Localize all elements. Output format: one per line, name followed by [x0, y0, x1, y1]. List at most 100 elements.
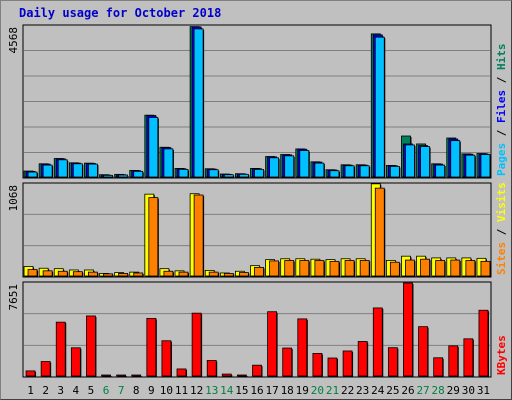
bar-middle-sites-23 [359, 260, 370, 277]
bar-middle-sites-7 [118, 273, 129, 277]
bar-middle-sites-16 [254, 266, 264, 277]
x-tick-label-3: 3 [57, 384, 64, 397]
bar-bottom-kbytes-25 [387, 347, 398, 377]
bar-middle-sites-5 [88, 271, 98, 277]
bar-top-pages-7 [118, 174, 129, 178]
bar-middle-sites-13 [208, 271, 219, 277]
bar-bottom-kbytes-7 [116, 374, 127, 377]
bar-top-pages-8 [133, 170, 144, 178]
x-tick-label-21: 21 [326, 384, 339, 397]
y-max-label-bottom: 7651 [7, 284, 20, 311]
bar-bottom-kbytes-4 [70, 347, 81, 377]
bar-bottom-kbytes-29 [448, 345, 459, 377]
bar-bottom-kbytes-19 [297, 318, 308, 377]
bar-bottom-kbytes-22 [342, 350, 353, 377]
chart-title: Daily usage for October 2018 [19, 6, 222, 20]
x-tick-label-5: 5 [88, 384, 95, 397]
bar-middle-sites-29 [450, 259, 461, 277]
x-tick-label-11: 11 [175, 384, 188, 397]
legend-top: Pages / Files / Hits [495, 44, 508, 177]
bar-middle-sites-2 [42, 270, 53, 277]
bar-middle-sites-14 [223, 273, 234, 277]
bar-bottom-kbytes-2 [40, 361, 51, 377]
bar-middle-sites-24 [374, 187, 385, 277]
bar-middle-sites-27 [420, 258, 430, 277]
bar-top-pages-5 [88, 163, 98, 178]
legend-middle: Sites / Visits [495, 182, 508, 275]
bar-top-pages-18 [284, 155, 295, 178]
bar-bottom-kbytes-18 [282, 347, 293, 377]
bar-middle-sites-28 [435, 260, 446, 277]
bar-top-pages-3 [57, 159, 68, 178]
bar-top-pages-24 [374, 36, 385, 178]
bar-bottom-kbytes-23 [357, 341, 368, 377]
bar-bottom-kbytes-31 [478, 309, 489, 377]
bar-top-pages-10 [163, 148, 174, 178]
x-tick-label-29: 29 [447, 384, 460, 397]
bar-top-pages-22 [344, 165, 355, 178]
bar-middle-sites-18 [284, 260, 295, 277]
bar-bottom-kbytes-28 [433, 357, 444, 377]
bar-top-pages-17 [269, 157, 279, 178]
bar-bottom-kbytes-11 [176, 368, 187, 377]
bar-middle-sites-15 [239, 272, 249, 277]
bar-bottom-kbytes-26 [403, 282, 413, 377]
bar-top-pages-4 [72, 163, 83, 178]
bar-top-pages-26 [405, 144, 415, 178]
bar-middle-sites-3 [57, 270, 68, 277]
bar-middle-sites-30 [465, 260, 476, 277]
bar-top-pages-28 [435, 164, 446, 178]
x-tick-label-14: 14 [220, 384, 234, 397]
bar-top-pages-1 [27, 171, 38, 178]
bar-bottom-kbytes-8 [131, 374, 142, 377]
bar-bottom-kbytes-24 [372, 307, 383, 377]
bar-middle-sites-6 [103, 273, 113, 277]
x-tick-label-27: 27 [416, 384, 429, 397]
bar-middle-sites-21 [329, 260, 340, 277]
x-tick-label-2: 2 [42, 384, 49, 397]
x-tick-label-12: 12 [190, 384, 203, 397]
x-tick-label-8: 8 [133, 384, 140, 397]
bar-bottom-kbytes-16 [252, 364, 262, 377]
x-tick-label-18: 18 [281, 384, 294, 397]
bar-middle-sites-9 [148, 197, 159, 277]
bar-top-pages-31 [480, 154, 491, 178]
bar-bottom-kbytes-13 [206, 360, 217, 377]
x-tick-label-25: 25 [386, 384, 399, 397]
bar-top-pages-29 [450, 140, 461, 178]
bar-bottom-kbytes-9 [146, 317, 157, 377]
legend-entry-sites: Sites [495, 242, 508, 275]
x-tick-label-24: 24 [371, 384, 385, 397]
bar-bottom-kbytes-10 [161, 340, 172, 377]
x-tick-label-10: 10 [160, 384, 173, 397]
bar-top-pages-20 [314, 162, 325, 178]
bar-middle-sites-26 [405, 259, 415, 277]
bar-top-pages-12 [193, 28, 204, 178]
legend-entry-kbytes: KBytes [495, 335, 508, 375]
bar-top-pages-13 [208, 169, 219, 178]
bar-bottom-kbytes-12 [191, 312, 202, 377]
bar-middle-sites-20 [314, 260, 325, 277]
x-tick-label-16: 16 [250, 384, 263, 397]
bar-bottom-kbytes-30 [463, 338, 474, 377]
x-tick-label-20: 20 [311, 384, 324, 397]
x-tick-label-23: 23 [356, 384, 369, 397]
bar-top-pages-16 [254, 168, 264, 178]
x-tick-label-4: 4 [73, 384, 80, 397]
bar-bottom-kbytes-3 [55, 321, 66, 377]
y-max-label-top: 4568 [7, 27, 20, 54]
x-tick-label-26: 26 [401, 384, 414, 397]
bar-top-pages-9 [148, 117, 159, 178]
x-tick-label-9: 9 [148, 384, 155, 397]
bar-middle-sites-25 [389, 261, 400, 277]
bar-bottom-kbytes-6 [101, 374, 111, 377]
bar-top-pages-15 [239, 173, 249, 178]
x-tick-label-17: 17 [265, 384, 278, 397]
bar-bottom-kbytes-27 [418, 326, 428, 377]
bar-top-pages-30 [465, 154, 476, 178]
bar-top-pages-19 [299, 150, 310, 178]
x-tick-label-28: 28 [432, 384, 445, 397]
bar-middle-sites-19 [299, 260, 310, 277]
legend-entry-files: Files [495, 90, 508, 123]
bar-top-pages-6 [103, 174, 113, 178]
